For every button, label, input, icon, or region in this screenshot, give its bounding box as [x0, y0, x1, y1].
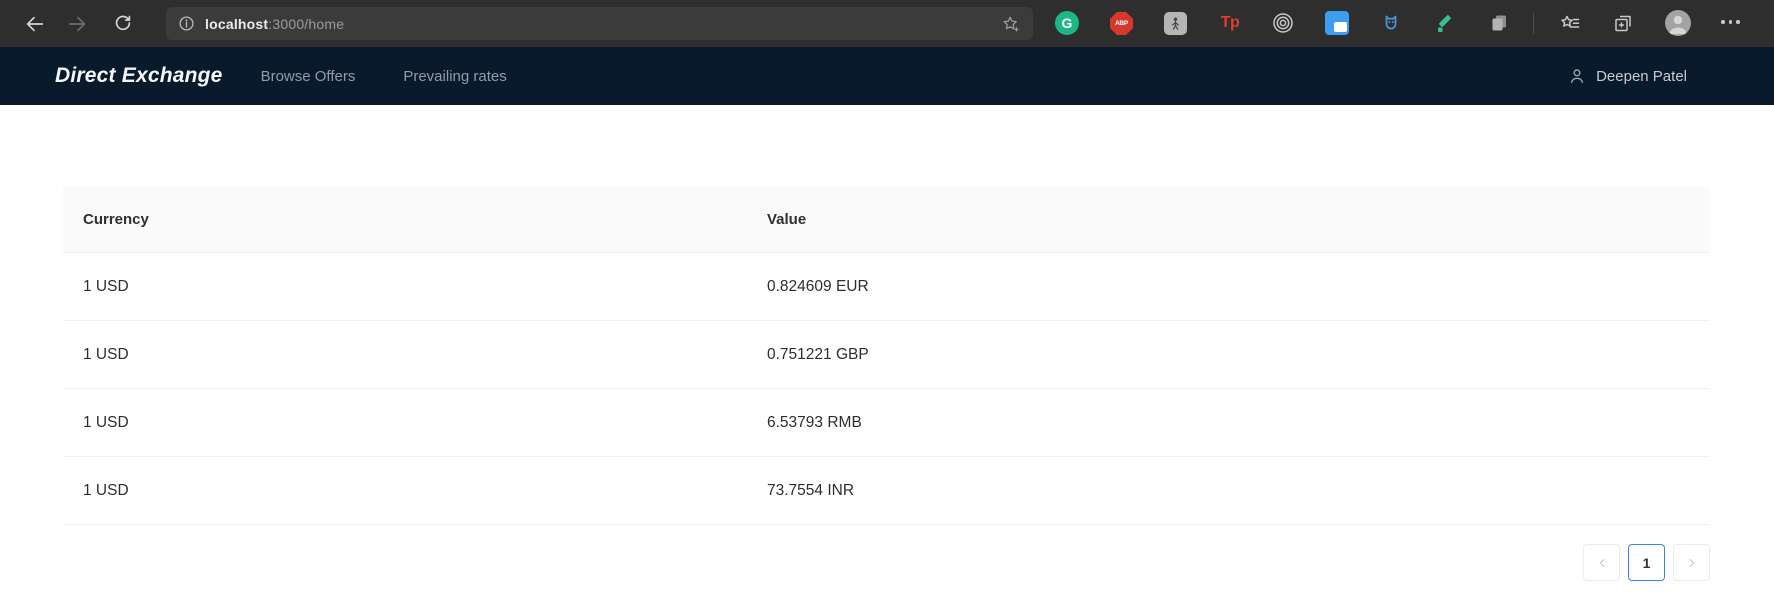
- extension-blue-panel[interactable]: [1325, 11, 1349, 35]
- rates-table: Currency Value 1 USD 0.824609 EUR 1 USD …: [63, 187, 1710, 581]
- nav-link-prevailing-rates[interactable]: Prevailing rates: [403, 67, 507, 85]
- pagination-next-button[interactable]: [1673, 544, 1710, 581]
- cell-value: 73.7554 INR: [767, 481, 855, 499]
- user-name: Deepen Patel: [1596, 67, 1687, 85]
- owl-icon: [1385, 15, 1397, 30]
- extension-owl[interactable]: [1379, 11, 1403, 35]
- extension-grammarly[interactable]: G: [1055, 11, 1079, 35]
- table-row: 1 USD 73.7554 INR: [63, 457, 1710, 525]
- url-path: :3000/home: [268, 15, 345, 32]
- url-text[interactable]: localhost:3000/home: [205, 16, 344, 32]
- adblock-icon: ABP: [1110, 12, 1133, 35]
- profile-avatar-icon: [1665, 10, 1691, 36]
- cell-currency: 1 USD: [83, 345, 129, 363]
- column-header-currency: Currency: [83, 211, 149, 228]
- back-button[interactable]: [24, 13, 46, 35]
- user-menu[interactable]: Deepen Patel: [1567, 66, 1687, 86]
- app-navbar: Direct Exchange Browse Offers Prevailing…: [0, 47, 1774, 105]
- chevron-right-icon: [1689, 558, 1694, 567]
- extension-highlighter[interactable]: [1433, 11, 1457, 35]
- cell-value: 0.751221 GBP: [767, 345, 869, 363]
- stick-figure-extension-icon: [1164, 12, 1187, 35]
- blue-panel-icon: [1325, 11, 1349, 35]
- pagination-prev-button[interactable]: [1583, 544, 1620, 581]
- table-row: 1 USD 0.751221 GBP: [63, 321, 1710, 389]
- browser-profile-button[interactable]: [1665, 10, 1691, 36]
- table-row: 1 USD 0.824609 EUR: [63, 253, 1710, 321]
- page-content: Currency Value 1 USD 0.824609 EUR 1 USD …: [0, 187, 1774, 606]
- browser-menu-button[interactable]: [1721, 20, 1740, 24]
- toolbar-divider: [1533, 13, 1534, 34]
- bookmark-star-icon[interactable]: [1001, 14, 1021, 34]
- table-row: 1 USD 6.53793 RMB: [63, 389, 1710, 457]
- column-header-value: Value: [767, 211, 807, 228]
- ellipsis-icon: [1721, 20, 1740, 24]
- concentric-circles-icon: [1273, 13, 1293, 33]
- pagination: 1: [63, 544, 1710, 581]
- extension-target[interactable]: [1271, 11, 1295, 35]
- refresh-button[interactable]: [112, 12, 134, 34]
- tp-icon: Tp: [1220, 14, 1240, 31]
- extension-generic[interactable]: [1164, 12, 1187, 35]
- cell-value: 6.53793 RMB: [767, 413, 862, 431]
- extension-adblock[interactable]: ABP: [1110, 12, 1133, 35]
- marker-pen-icon: [1438, 15, 1451, 32]
- browser-toolbar: localhost:3000/home G ABP Tp: [0, 0, 1774, 47]
- chevron-left-icon: [1599, 558, 1604, 567]
- table-header-row: Currency Value: [63, 187, 1710, 253]
- cell-currency: 1 USD: [83, 413, 129, 431]
- user-icon: [1570, 69, 1584, 83]
- cell-currency: 1 USD: [83, 277, 129, 295]
- collections-icon: [1615, 15, 1631, 32]
- extension-tp[interactable]: Tp: [1217, 11, 1243, 35]
- app-logo[interactable]: Direct Exchange: [55, 64, 223, 87]
- grammarly-icon: G: [1055, 11, 1079, 35]
- address-bar[interactable]: localhost:3000/home: [166, 7, 1033, 40]
- stacked-pages-icon: [1492, 15, 1506, 31]
- pagination-page-1-button[interactable]: 1: [1628, 544, 1665, 581]
- refresh-icon: [115, 15, 131, 31]
- collections-button[interactable]: [1611, 11, 1635, 35]
- nav-link-browse-offers[interactable]: Browse Offers: [260, 67, 356, 85]
- forward-arrow-icon: [68, 16, 86, 32]
- favorites-star-list-icon: [1561, 15, 1580, 28]
- cell-value: 0.824609 EUR: [767, 277, 869, 295]
- extension-pages[interactable]: [1487, 11, 1511, 35]
- cell-currency: 1 USD: [83, 481, 129, 499]
- favorites-button[interactable]: [1558, 11, 1582, 35]
- forward-button[interactable]: [66, 13, 88, 35]
- back-arrow-icon: [26, 16, 44, 32]
- site-info-icon[interactable]: [178, 15, 195, 32]
- nav-links: Browse Offers Prevailing rates: [261, 68, 555, 85]
- url-host: localhost: [205, 15, 269, 32]
